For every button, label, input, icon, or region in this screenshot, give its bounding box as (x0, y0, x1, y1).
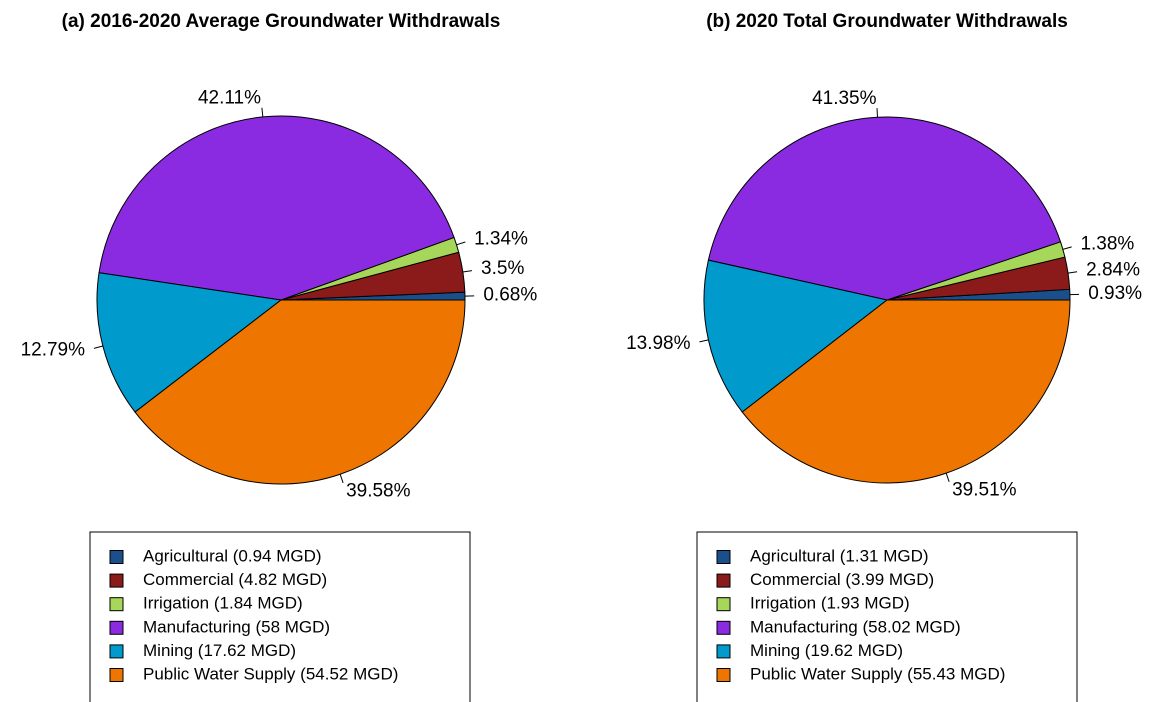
slice-label: 39.51% (952, 479, 1017, 500)
label-leader (462, 270, 473, 273)
slice-label: 41.35% (812, 88, 877, 109)
pie-slice (707, 116, 1062, 301)
slice-label: 42.11% (198, 88, 261, 109)
label-leader (945, 472, 950, 482)
legend-swatch (716, 668, 731, 682)
slice-label: 3.5% (481, 258, 524, 279)
legend-label: Irrigation (1.84 MGD) (143, 594, 303, 613)
slice-label: 39.58% (346, 481, 411, 502)
legend-label: Mining (19.62 MGD) (750, 641, 903, 660)
slice-label: 13.98% (626, 333, 691, 354)
slice-label: 2.84% (1086, 259, 1140, 280)
legend-swatch (109, 597, 124, 612)
label-leader (261, 107, 264, 117)
legend-box (696, 531, 1078, 702)
label-leader (456, 241, 466, 246)
slice-label: 1.34% (474, 228, 528, 249)
legend-label: Public Water Supply (55.43 MGD) (750, 664, 1005, 683)
legend-label: Commercial (3.99 MGD) (750, 570, 934, 589)
label-leader (93, 345, 103, 349)
legend-label: Manufacturing (58 MGD) (143, 617, 330, 636)
legend-swatch (716, 597, 731, 612)
legend-label: Public Water Supply (54.52 MGD) (143, 664, 398, 683)
legend-swatch (109, 644, 124, 659)
legend-swatch (716, 644, 731, 659)
legend-swatch (109, 620, 124, 635)
slice-label: 0.93% (1088, 283, 1142, 304)
slice-label: 0.68% (483, 285, 537, 306)
pie-slice (741, 299, 1071, 484)
chart-title: (a) 2016-2020 Average Groundwater Withdr… (62, 11, 501, 32)
slice-label: 12.79% (21, 340, 86, 361)
legend-swatch (109, 550, 124, 564)
legend-label: Commercial (4.82 MGD) (143, 570, 327, 589)
label-leader (1067, 271, 1078, 274)
chart-title: (b) 2020 Total Groundwater Withdrawals (706, 11, 1068, 32)
slice-label: 1.38% (1080, 233, 1134, 254)
legend-swatch (716, 620, 731, 635)
legend-label: Agricultural (1.31 MGD) (750, 546, 929, 565)
legend-swatch (109, 668, 124, 682)
pie-slice (703, 259, 889, 413)
pie-slice (134, 299, 466, 485)
legend-label: Manufacturing (58.02 MGD) (750, 617, 961, 636)
legend-label: Agricultural (0.94 MGD) (143, 546, 322, 565)
legend-label: Mining (17.62 MGD) (143, 641, 296, 660)
label-leader (339, 474, 344, 484)
legend-label: Irrigation (1.93 MGD) (750, 594, 910, 613)
legend-swatch (716, 550, 731, 564)
label-leader (699, 339, 709, 343)
legend-swatch (716, 573, 731, 588)
legend-box (89, 531, 471, 702)
legend-swatch (109, 573, 124, 588)
label-leader (1062, 246, 1072, 250)
